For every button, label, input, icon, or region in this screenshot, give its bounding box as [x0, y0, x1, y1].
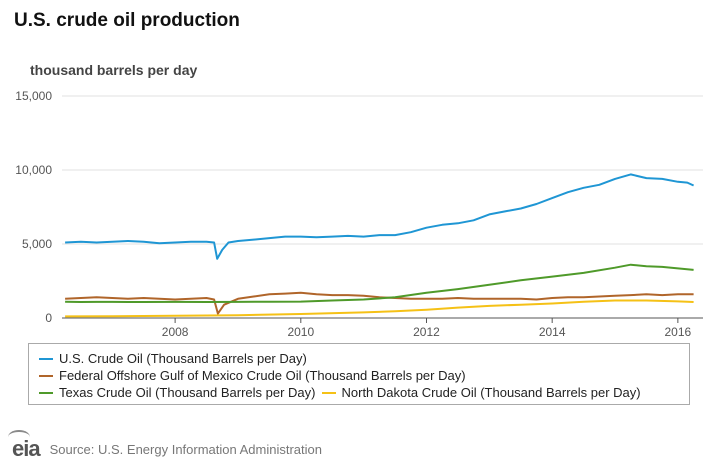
x-tick-label: 2016 — [665, 325, 692, 339]
y-tick-label: 0 — [45, 311, 52, 325]
x-tick-label: 2014 — [539, 325, 566, 339]
legend-label-north-dakota: North Dakota Crude Oil (Thousand Barrels… — [341, 385, 641, 400]
units-label: thousand barrels per day — [30, 62, 198, 78]
series-line-gulf[interactable] — [65, 291, 694, 315]
legend-swatch-us — [39, 357, 53, 360]
eia-logo: eia — [8, 430, 41, 462]
legend: U.S. Crude Oil (Thousand Barrels per Day… — [28, 343, 690, 405]
source-note: Source: U.S. Energy Information Administ… — [49, 441, 322, 457]
series-line-texas[interactable] — [65, 263, 694, 303]
legend-item-texas[interactable]: Texas Crude Oil (Thousand Barrels per Da… — [39, 385, 316, 400]
x-tick-label: 2012 — [413, 325, 440, 339]
legend-swatch-north-dakota — [321, 391, 336, 394]
legend-item-us[interactable]: U.S. Crude Oil (Thousand Barrels per Day… — [39, 351, 307, 366]
legend-label-texas: Texas Crude Oil (Thousand Barrels per Da… — [59, 385, 316, 400]
footer: eia Source: U.S. Energy Information Admi… — [8, 430, 322, 462]
y-tick-label: 10,000 — [15, 163, 52, 177]
legend-item-north-dakota[interactable]: North Dakota Crude Oil (Thousand Barrels… — [321, 385, 641, 400]
series-line-us[interactable] — [65, 173, 695, 260]
legend-swatch-texas — [39, 391, 53, 394]
y-tick-label: 5,000 — [22, 237, 52, 251]
series-line-north-dakota[interactable] — [65, 299, 694, 318]
line-chart: 0 5,000 10,000 15,000 2008 2010 2012 2014 2016 — [15, 89, 703, 339]
x-tick-label: 2010 — [287, 325, 314, 339]
grid-lines — [62, 95, 703, 319]
chart-title: U.S. crude oil production — [14, 10, 240, 31]
y-tick-label: 15,000 — [15, 89, 52, 103]
x-tick-label: 2008 — [162, 325, 189, 339]
series-lines — [65, 173, 695, 318]
axes: 0 5,000 10,000 15,000 2008 2010 2012 2014 2016 — [15, 89, 691, 339]
legend-item-gulf[interactable]: Federal Offshore Gulf of Mexico Crude Oi… — [39, 368, 466, 383]
legend-label-gulf: Federal Offshore Gulf of Mexico Crude Oi… — [59, 368, 466, 383]
legend-swatch-gulf — [39, 374, 53, 377]
legend-label-us: U.S. Crude Oil (Thousand Barrels per Day… — [59, 351, 307, 366]
